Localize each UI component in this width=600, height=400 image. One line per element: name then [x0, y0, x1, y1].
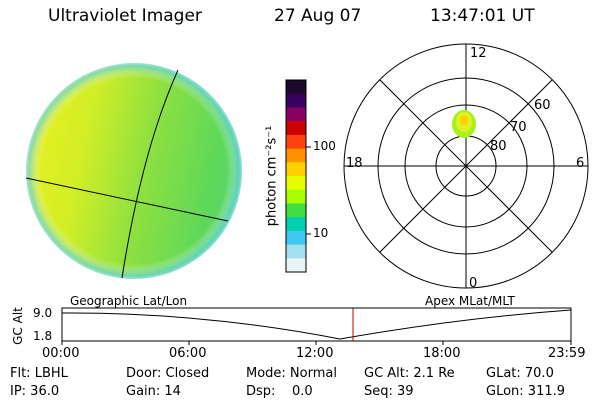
colorbar-label-100: 100 [313, 139, 336, 153]
status-dsp: Dsp: 0.0 [246, 384, 313, 399]
status-mode: Mode: Normal [246, 366, 337, 381]
polar-label-6: 6 [576, 156, 585, 171]
status-gc-alt: GC Alt: 2.1 Re [364, 366, 455, 381]
colorbar-band [286, 244, 306, 259]
colorbar-band [286, 189, 306, 204]
date-label: 27 Aug 07 [274, 6, 362, 26]
polar-diag-2 [379, 79, 553, 253]
timeline-frame [61, 307, 572, 342]
polar-label-60: 60 [534, 98, 551, 113]
time-label: 13:47:01 UT [430, 6, 535, 26]
instrument-title: Ultraviolet Imager [48, 6, 202, 26]
polar-label-18: 18 [346, 156, 363, 171]
timeline-y-top: 9.0 [33, 306, 53, 320]
polar-label-0: 0 [469, 276, 478, 291]
colorbar-band [286, 162, 306, 177]
polar-label-12: 12 [470, 46, 487, 61]
colorbar-band [286, 134, 306, 150]
colorbar-band [286, 258, 306, 273]
status-glon: GLon: 311.9 [486, 384, 566, 399]
timeline-label-0: 00:00 [42, 346, 80, 361]
polar-label-70: 70 [510, 120, 527, 135]
latitude-line [25, 177, 229, 222]
colorbar-band [286, 93, 306, 108]
timeline-label-4: 23:59 [548, 346, 586, 361]
polar-label-80: 80 [490, 139, 507, 154]
colorbar-band [286, 217, 306, 232]
colorbar-band [286, 176, 306, 191]
aurora-blob-peak [460, 115, 468, 125]
status-ip: IP: 36.0 [10, 384, 60, 399]
status-glat: GLat: 70.0 [486, 366, 554, 381]
status-flt: Flt: LBHL [10, 366, 68, 381]
timeline-y-bottom: 1.8 [33, 329, 53, 343]
colorbar-frame [285, 79, 307, 273]
colorbar-band [286, 230, 306, 246]
timeline-left-label: Geographic Lat/Lon [70, 294, 188, 308]
colorbar-band [286, 107, 306, 122]
status-gain: Gain: 14 [126, 384, 181, 399]
colorbar-band [286, 121, 306, 136]
longitude-line [121, 69, 179, 279]
altitude-curve [61, 309, 572, 340]
colorbar-band [286, 148, 306, 163]
status-seq: Seq: 39 [364, 384, 414, 399]
colorbar-label-10: 10 [313, 226, 329, 240]
colorbar-band [286, 203, 306, 218]
disk-rim [26, 63, 242, 279]
timeline-right-label: Apex MLat/MLT [425, 294, 515, 308]
timeline-label-3: 18:00 [423, 346, 461, 361]
colorbar-band [286, 80, 306, 95]
timeline-label-1: 06:00 [169, 346, 207, 361]
status-door: Door: Closed [126, 366, 210, 381]
timeline-label-2: 12:00 [296, 346, 334, 361]
